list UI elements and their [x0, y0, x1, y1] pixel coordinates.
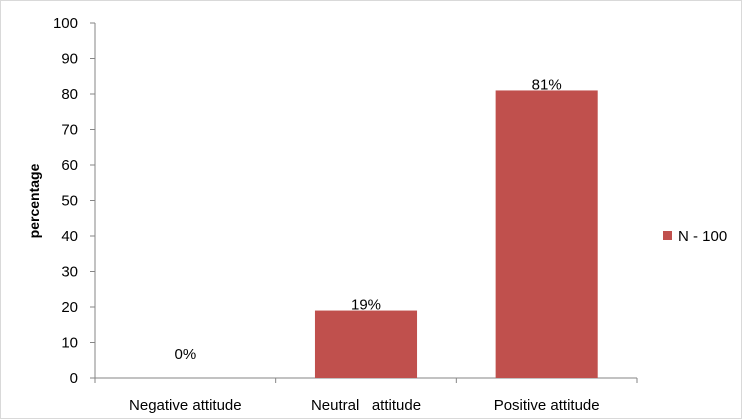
data-label: 19% — [351, 297, 381, 314]
y-tick-label: 100 — [53, 15, 78, 32]
data-label: 81% — [532, 76, 562, 93]
legend-label: N - 100 — [678, 228, 727, 245]
x-category-label: Negative attitude — [129, 397, 242, 414]
bars — [314, 90, 598, 378]
legend-swatch — [663, 231, 672, 240]
y-tick-label: 30 — [61, 264, 78, 281]
y-tick-label: 60 — [61, 157, 78, 174]
y-tick-label: 20 — [61, 299, 78, 316]
y-tick-label: 0 — [70, 370, 78, 387]
legend: N - 100 — [663, 228, 727, 245]
y-tick-label: 70 — [61, 122, 78, 139]
y-tick-label: 40 — [61, 228, 78, 245]
y-tick-label: 10 — [61, 335, 78, 352]
x-axis: Negative attitude Neutral attitude Positiv… — [94, 377, 638, 414]
y-tick-label: 90 — [61, 51, 78, 68]
data-labels: 0% 19% 81% — [174, 76, 561, 363]
x-category-label: Positive attitude — [494, 397, 600, 414]
y-axis-title: percentage — [26, 163, 42, 238]
data-label: 0% — [174, 346, 196, 363]
x-category-label: Neutral attitude — [311, 397, 421, 414]
y-tick-label: 50 — [61, 193, 78, 210]
bar — [495, 90, 598, 378]
y-axis: 0 10 20 30 40 50 60 70 80 90 100 — [53, 15, 96, 387]
bar — [314, 310, 418, 378]
y-tick-label: 80 — [61, 86, 78, 103]
